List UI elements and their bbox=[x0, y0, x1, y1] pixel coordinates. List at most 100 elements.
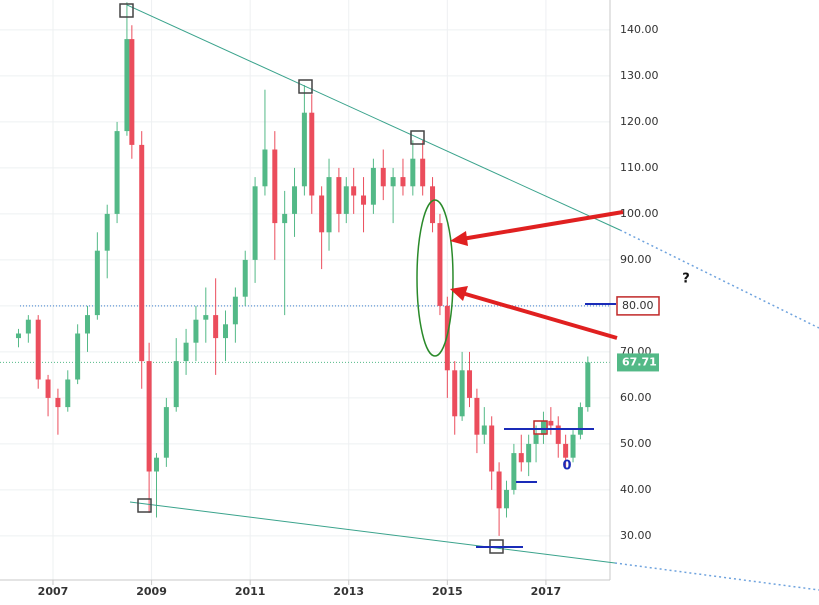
candle-body bbox=[459, 370, 465, 417]
last-price-label: 67.71 bbox=[622, 355, 657, 368]
level-label-box bbox=[616, 296, 660, 316]
candle-body bbox=[203, 315, 209, 320]
candle-body bbox=[390, 177, 396, 187]
candle-body bbox=[262, 149, 268, 187]
grid bbox=[0, 0, 610, 580]
candle-body bbox=[585, 362, 591, 408]
candle-body bbox=[183, 342, 189, 362]
y-tick-label: 110.00 bbox=[620, 161, 659, 174]
annotation-text: 0 bbox=[562, 459, 571, 474]
arrow-head bbox=[450, 231, 468, 246]
candle-body bbox=[35, 319, 41, 380]
candle-body bbox=[15, 333, 21, 339]
arrow-head bbox=[450, 286, 468, 301]
candle-body bbox=[489, 425, 495, 472]
candle-body bbox=[309, 112, 315, 196]
trend-line bbox=[126, 4, 621, 231]
candle-body bbox=[361, 195, 367, 205]
trend-line-extension bbox=[614, 562, 819, 591]
candle-body bbox=[496, 471, 502, 509]
candle-body bbox=[351, 186, 357, 196]
candle-body bbox=[511, 453, 517, 490]
candle-body bbox=[481, 425, 487, 435]
candle-body bbox=[232, 296, 238, 325]
pivot-box bbox=[533, 420, 548, 435]
candles bbox=[15, 2, 591, 536]
candle-body bbox=[104, 213, 110, 251]
candle-body bbox=[548, 420, 554, 426]
candle-body bbox=[326, 177, 332, 233]
annotation-text: ? bbox=[682, 272, 690, 287]
pivot-box bbox=[119, 3, 134, 18]
candle-body bbox=[474, 397, 480, 435]
candle-body bbox=[223, 324, 229, 339]
y-tick-label: 90.00 bbox=[620, 253, 652, 266]
candle-body bbox=[452, 370, 458, 417]
y-tick-label: 40.00 bbox=[620, 483, 652, 496]
level-label: 80.00 bbox=[622, 299, 654, 312]
candle-body bbox=[467, 370, 473, 398]
x-tick-label: 2013 bbox=[333, 585, 364, 598]
annotations bbox=[119, 3, 819, 591]
candle-body bbox=[343, 186, 349, 214]
candle-body bbox=[84, 315, 90, 334]
x-tick-label: 2007 bbox=[38, 585, 69, 598]
candle-body bbox=[444, 305, 450, 371]
arrow bbox=[461, 210, 624, 241]
trend-line bbox=[129, 501, 616, 564]
pivot-box bbox=[410, 130, 425, 145]
candle-body bbox=[146, 361, 152, 472]
candle-body bbox=[555, 425, 561, 444]
candle-body bbox=[540, 420, 546, 435]
candle-body bbox=[129, 39, 135, 145]
candle-body bbox=[437, 223, 443, 306]
candle-body bbox=[570, 434, 576, 458]
last-price-tag bbox=[617, 353, 659, 372]
y-tick-label: 130.00 bbox=[620, 69, 659, 82]
candle-body bbox=[45, 379, 51, 398]
candle-body bbox=[526, 443, 532, 463]
y-tick-label: 60.00 bbox=[620, 391, 652, 404]
candle-body bbox=[193, 319, 199, 343]
candle-body bbox=[55, 397, 61, 408]
candle-body bbox=[272, 149, 278, 224]
candle-body bbox=[163, 407, 169, 458]
x-tick-label: 2017 bbox=[531, 585, 562, 598]
candle-body bbox=[503, 489, 509, 509]
pivot-box bbox=[298, 79, 313, 94]
candle-body bbox=[75, 333, 81, 380]
y-tick-label: 50.00 bbox=[620, 437, 652, 450]
candle-body bbox=[292, 186, 298, 214]
candle-body bbox=[139, 144, 145, 362]
candle-body bbox=[114, 131, 120, 214]
candle-body bbox=[577, 407, 583, 435]
candle-body bbox=[242, 259, 248, 297]
x-tick-label: 2009 bbox=[136, 585, 167, 598]
trend-line-extension bbox=[619, 229, 819, 329]
y-tick-label: 100.00 bbox=[620, 207, 659, 220]
candle-body bbox=[252, 186, 258, 260]
candle-body bbox=[213, 315, 219, 339]
candle-body bbox=[400, 177, 406, 187]
highlight-ellipse bbox=[416, 199, 454, 357]
candle-body bbox=[518, 453, 524, 463]
x-tick-label: 2015 bbox=[432, 585, 463, 598]
candle-body bbox=[173, 361, 179, 408]
candle-body bbox=[336, 177, 342, 214]
y-tick-label: 140.00 bbox=[620, 23, 659, 36]
candle-body bbox=[370, 167, 376, 205]
y-tick-label: 120.00 bbox=[620, 115, 659, 128]
candle-body bbox=[65, 379, 71, 408]
candle-body bbox=[380, 167, 386, 187]
y-tick-label: 30.00 bbox=[620, 529, 652, 542]
x-tick-label: 2011 bbox=[235, 585, 266, 598]
pivot-box bbox=[137, 498, 152, 513]
candle-body bbox=[282, 213, 288, 224]
candle-body bbox=[319, 195, 325, 233]
arrow bbox=[461, 291, 618, 340]
candle-body bbox=[410, 158, 416, 187]
candle-body bbox=[301, 112, 307, 187]
candle-body bbox=[124, 39, 130, 132]
